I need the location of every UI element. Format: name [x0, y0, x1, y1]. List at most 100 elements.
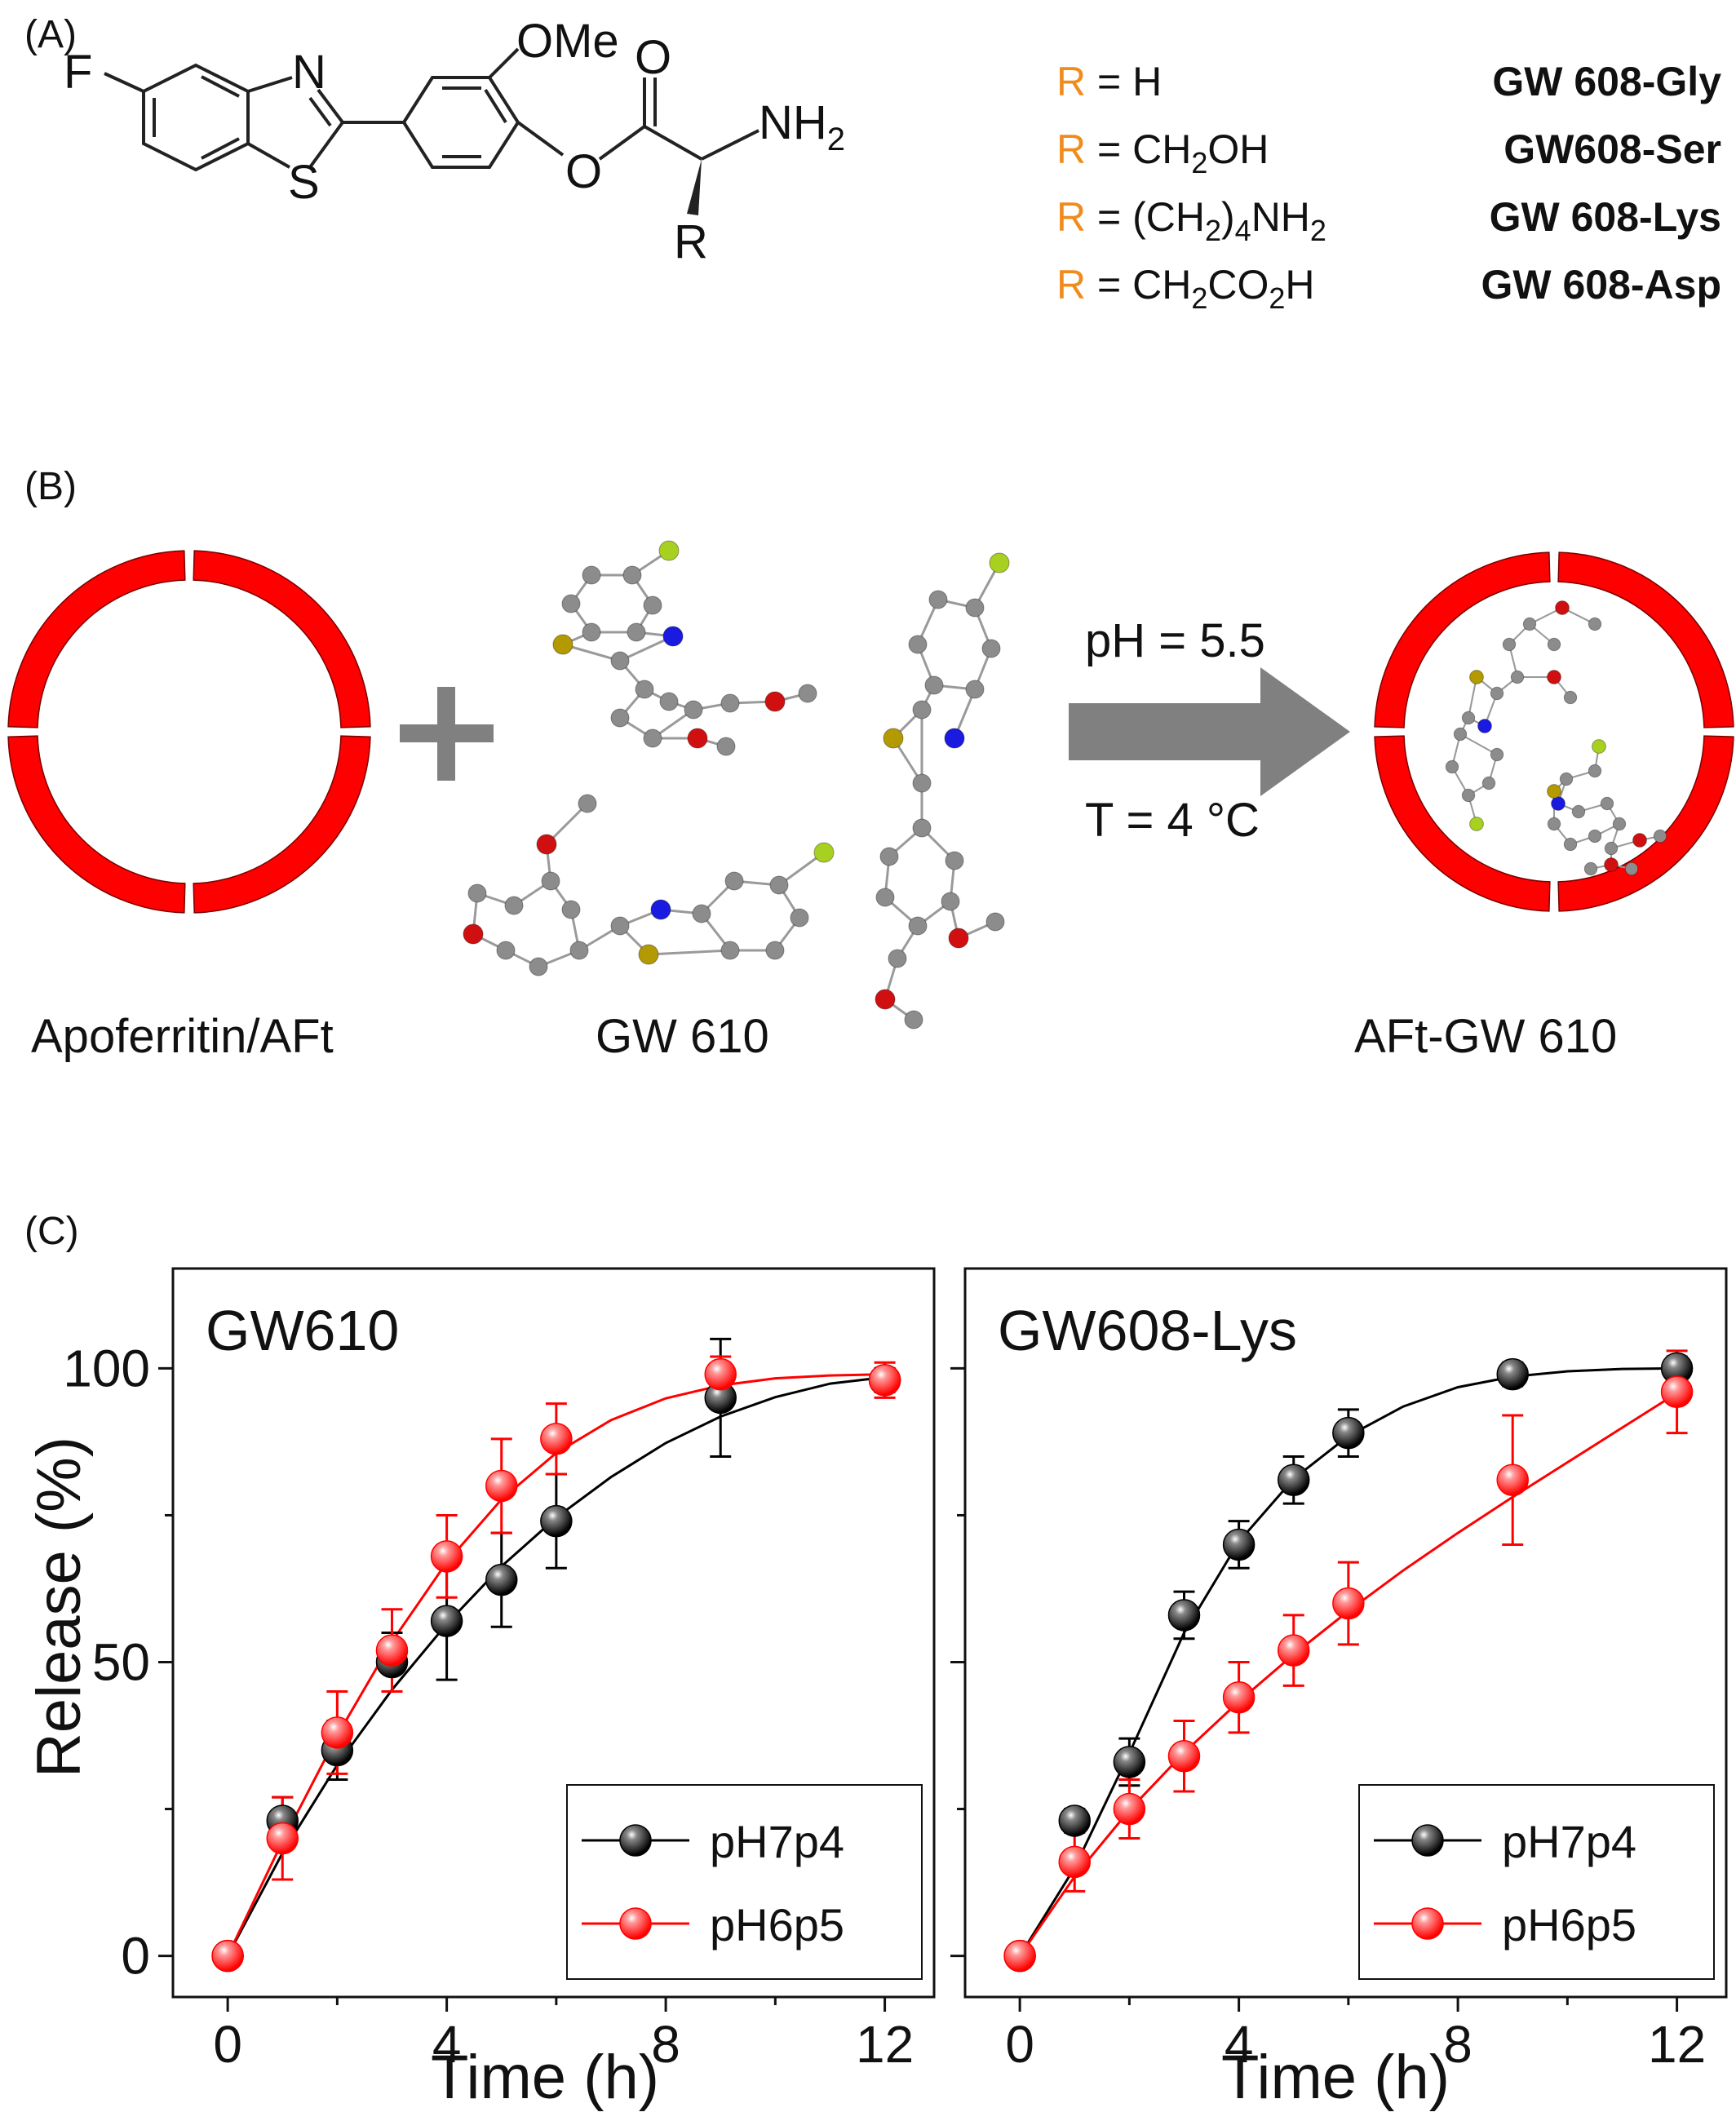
- molecule-atom: [643, 728, 662, 748]
- x-tick-label: 12: [1648, 2015, 1706, 2074]
- shell-segment: [7, 550, 186, 728]
- molecule-atom: [1461, 711, 1476, 725]
- molecule-atom: [1604, 857, 1619, 872]
- data-point-pH7p4: [540, 1504, 573, 1538]
- molecule-bond: [1467, 676, 1478, 719]
- panel-c: (C) Release (%) Time (h) Time (h) 0 4 8 120…: [24, 1210, 1728, 2112]
- bond: [104, 72, 144, 93]
- y-tick-label: 50: [92, 1633, 150, 1692]
- bond: [317, 88, 344, 124]
- molecule-atom: [659, 692, 679, 711]
- molecule-bond: [1459, 733, 1498, 755]
- data-point-pH7p4: [430, 1605, 463, 1637]
- bond: [247, 142, 290, 169]
- r-name-4: GW 608-Asp: [1481, 262, 1721, 308]
- data-point-pH6p5: [321, 1716, 354, 1749]
- molecule-atom: [1571, 804, 1586, 819]
- bond: [516, 121, 565, 157]
- molecule-atom: [883, 728, 904, 749]
- molecule-atom: [981, 639, 1001, 658]
- molecule-atom: [536, 834, 557, 855]
- molecule-atom: [764, 691, 786, 712]
- molecule-bond: [562, 643, 621, 662]
- molecule-atom: [1445, 759, 1459, 774]
- data-point-pH6p5: [1003, 1939, 1036, 1973]
- atom-o-ester: O: [565, 145, 602, 198]
- molecule-atom: [769, 875, 789, 895]
- molecule-atom: [1583, 861, 1598, 876]
- molecule-atom: [610, 651, 630, 671]
- plot-frame: [171, 1267, 936, 1999]
- panel-a-label: (A): [24, 13, 77, 56]
- data-point-pH6p5: [1496, 1463, 1529, 1497]
- condition-ph: pH = 5.5: [1085, 614, 1265, 667]
- legend-box: [1358, 1784, 1715, 1980]
- bond: [201, 137, 240, 160]
- molecule-atom: [569, 941, 589, 960]
- legend-label: pH7p4: [710, 1816, 844, 1867]
- wedge-bond: [687, 159, 702, 215]
- r-row-1: R = H: [1056, 59, 1162, 104]
- molecule-atom: [924, 675, 944, 695]
- molecule-atom: [1490, 747, 1504, 762]
- molecule-atom: [578, 794, 597, 813]
- data-point-pH6p5: [540, 1423, 573, 1455]
- x-tick-label: 0: [1005, 2015, 1034, 2074]
- molecule-atom: [985, 912, 1005, 932]
- data-point-pH6p5: [1222, 1680, 1256, 1714]
- molecule-atom: [965, 680, 985, 699]
- molecule-atom: [904, 1010, 923, 1030]
- legend-box: [566, 1784, 923, 1980]
- molecule-atom: [1510, 670, 1525, 684]
- molecule-atom: [1490, 686, 1504, 701]
- molecule-atom: [552, 634, 574, 655]
- molecule-atom: [1481, 776, 1496, 790]
- x-tick-label: 8: [1443, 2015, 1472, 2074]
- bond: [701, 129, 760, 161]
- molecule-atom: [888, 949, 907, 968]
- chart-title: GW608-Lys: [998, 1299, 1297, 1362]
- atom-r: R: [674, 215, 708, 268]
- molecule-atom: [948, 928, 969, 949]
- molecule-atom: [765, 941, 785, 960]
- x-tick-label: 4: [432, 2015, 462, 2074]
- molecule-atom: [1502, 637, 1517, 652]
- molecule-atom: [622, 565, 642, 585]
- data-point-pH6p5: [1277, 1634, 1310, 1667]
- shell-segment: [1374, 551, 1551, 728]
- molecule-atom: [790, 908, 809, 928]
- data-point-pH6p5: [430, 1540, 463, 1573]
- bond: [488, 47, 520, 79]
- panel-b: (B) pH = 5.5 T = 4 °C Apoferritin/AFt GW…: [7, 465, 1734, 1063]
- x-axis-title-right: Time (h): [1221, 2043, 1450, 2112]
- molecule-atom: [1600, 796, 1614, 811]
- data-point-pH7p4: [1277, 1463, 1310, 1497]
- molecule-atom: [1604, 841, 1619, 856]
- panel-a: (A): [24, 13, 1721, 315]
- molecule-atom: [684, 700, 703, 720]
- data-point-pH7p4: [1113, 1746, 1146, 1778]
- molecule-atom: [496, 941, 516, 960]
- molecule-atom: [1588, 764, 1602, 778]
- molecule-atom: [662, 626, 684, 647]
- molecule-structure: [104, 47, 760, 215]
- chart-title: GW610: [206, 1299, 399, 1362]
- y-axis-title: Release (%): [24, 1437, 94, 1778]
- data-point-pH6p5: [1167, 1739, 1201, 1773]
- plot-frame: [963, 1267, 1728, 1999]
- reaction-arrow-icon: [1069, 667, 1350, 796]
- molecule-atom: [658, 540, 680, 561]
- caption-apoferritin: Apoferritin/AFt: [31, 1010, 334, 1063]
- molecule-atom: [1547, 637, 1561, 652]
- molecule-atom: [561, 900, 581, 919]
- bond: [308, 96, 332, 127]
- molecule-atom: [912, 818, 932, 838]
- shell-segment: [193, 550, 371, 728]
- r-name-2: GW608-Ser: [1504, 126, 1721, 172]
- x-tick-label: 12: [856, 2015, 914, 2074]
- chart-gw610: 0 4 8 12 0 50 100 GW610 pH7p4 pH6p5: [63, 1267, 936, 2074]
- r-row-2: R = CH2OH: [1056, 126, 1269, 179]
- bond: [644, 125, 702, 161]
- atom-nh: NH2: [759, 96, 845, 157]
- panel-b-label: (B): [24, 465, 77, 508]
